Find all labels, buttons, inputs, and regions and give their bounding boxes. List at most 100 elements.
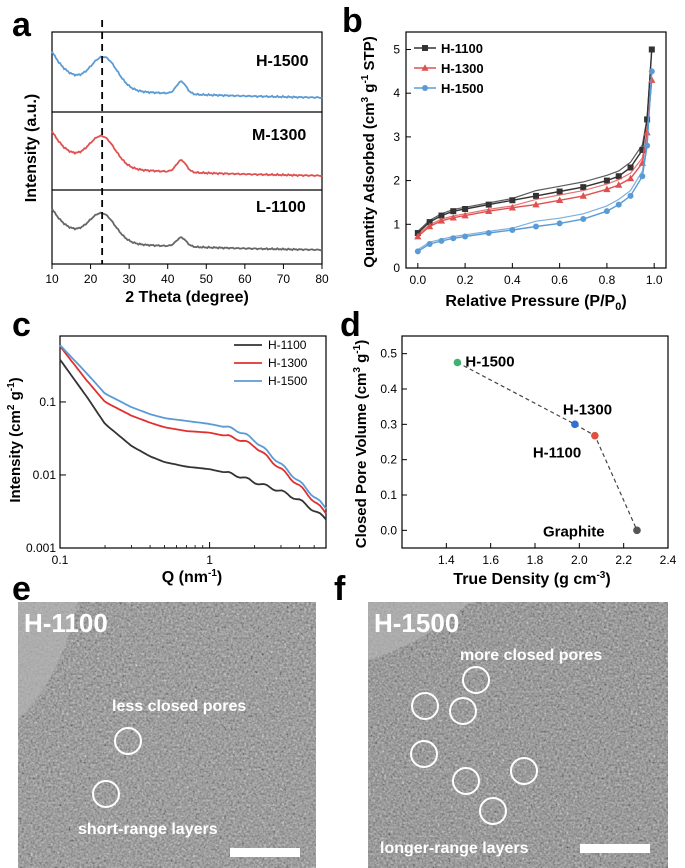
panel-c-ylabel: Intensity (cm2 g-1) xyxy=(6,377,24,502)
panel-d-xlabel: True Density (g cm-3) xyxy=(453,570,610,588)
isotherm-point xyxy=(579,192,587,199)
y-tick-label: 0 xyxy=(393,261,400,275)
isotherm-point xyxy=(643,128,651,136)
isotherm-point xyxy=(426,222,434,230)
legend-label: H-1300 xyxy=(441,61,484,76)
isotherm-point xyxy=(437,217,446,224)
micrograph-f-edge-region xyxy=(368,602,470,660)
scatter-label: H-1500 xyxy=(465,354,514,371)
xrd-line-m-1300 xyxy=(51,130,323,178)
isotherm-point xyxy=(556,220,563,227)
panel-letter-b: b xyxy=(342,2,363,40)
x-tick-label: 2.0 xyxy=(571,553,588,567)
scatter-point-h-1300 xyxy=(571,420,579,429)
y-tick-label: 0.0 xyxy=(380,523,397,537)
micrograph-e-title: H-1100 xyxy=(24,608,108,638)
pore-circle xyxy=(452,767,480,795)
y-tick-label: 0.4 xyxy=(380,382,397,396)
panel-c-ticks: 0.1 1 0.001 0.01 0.1 xyxy=(26,395,315,567)
x-tick-label: 80 xyxy=(315,272,329,286)
x-tick-label: 70 xyxy=(277,272,291,286)
x-tick-label: 0.0 xyxy=(409,273,426,287)
y-tick-label: 0.1 xyxy=(39,395,56,409)
isotherm-desorption-h-1100 xyxy=(417,47,653,232)
panel-d-points: H-1500 H-1300 H-1100 Graphite xyxy=(453,354,641,540)
scatter-point-h-1100 xyxy=(591,431,599,440)
isotherm-point xyxy=(644,116,651,123)
legend-marker xyxy=(421,64,429,71)
isotherm-point xyxy=(556,196,564,204)
x-tick-label: 40 xyxy=(161,272,175,286)
isotherm-point xyxy=(556,188,563,195)
panel-d-frame xyxy=(401,335,669,549)
x-tick-label: 1.8 xyxy=(527,553,544,567)
isotherm-point xyxy=(580,216,587,223)
x-tick-label: 2.4 xyxy=(660,553,677,567)
isotherm-point xyxy=(603,208,610,215)
pore-circle xyxy=(410,740,438,768)
pore-circle xyxy=(411,692,439,720)
isotherm-point xyxy=(639,173,646,180)
panel-b-legend: H-1100 H-1300 H-1500 xyxy=(414,41,484,96)
scatter-label: Graphite xyxy=(543,523,605,540)
isotherm-point xyxy=(450,235,457,242)
isotherm-point xyxy=(509,197,516,204)
scale-bar-e xyxy=(230,848,300,857)
panel-d-ticks: 1.4 1.6 1.8 2.0 2.2 2.4 0.0 0.1 0.2 0.3 0.4 0.5 xyxy=(380,347,676,567)
y-tick-label: 3 xyxy=(393,130,400,144)
isotherm-point xyxy=(532,200,540,208)
x-tick-label: 50 xyxy=(200,272,214,286)
isotherm-point xyxy=(485,207,493,214)
panel-letter-e: e xyxy=(12,570,31,608)
panel-d: d 1.4 1.6 1.8 2.0 2.2 2.4 0.0 0.1 0.2 0.3 0.4 0.5 H… xyxy=(340,306,677,588)
legend-label: H-1100 xyxy=(268,338,307,352)
y-tick-label: 0.2 xyxy=(380,453,397,467)
panel-c-series xyxy=(59,344,327,521)
y-tick-label: 0.5 xyxy=(380,347,397,361)
panel-e: e H-1100 less closed pores short-range l… xyxy=(12,570,316,868)
scatter-label: H-1100 xyxy=(533,445,581,462)
isotherm-point xyxy=(648,68,655,75)
scatter-point-graphite xyxy=(633,526,641,535)
xrd-line-h-1500 xyxy=(51,51,323,100)
pore-circle xyxy=(449,697,477,725)
legend-label: H-1500 xyxy=(441,81,484,96)
pore-circle xyxy=(510,757,538,785)
isotherm-point xyxy=(509,226,516,233)
isotherm-point xyxy=(648,46,655,53)
y-tick-label: 0.001 xyxy=(26,541,56,555)
isotherm-desorption-h-1500 xyxy=(417,69,653,251)
isotherm-point xyxy=(626,174,635,182)
legend-label: H-1100 xyxy=(441,41,483,56)
y-tick-label: 1 xyxy=(393,217,400,231)
panel-c-legend: H-1100 H-1300 H-1500 xyxy=(234,338,308,388)
x-tick-label: 1.4 xyxy=(438,553,455,567)
isotherm-point xyxy=(615,201,622,208)
x-tick-label: 1.0 xyxy=(646,273,663,287)
panel-letter-a: a xyxy=(12,6,32,44)
panel-a-ylabel: Intensity (a.u.) xyxy=(23,94,40,202)
isotherm-point xyxy=(615,181,623,188)
isotherm-point xyxy=(438,237,445,244)
connector-dashed-line xyxy=(457,361,638,531)
panel-letter-c: c xyxy=(12,306,31,344)
micrograph-f-title: H-1500 xyxy=(374,608,459,638)
micrograph-e-caption-bottom: short-range layers xyxy=(78,821,218,838)
y-tick-label: 0.01 xyxy=(33,468,57,482)
isotherm-adsorption-h-1500 xyxy=(417,71,653,252)
scale-bar-f xyxy=(580,844,650,853)
x-tick-label: 0.1 xyxy=(52,553,69,567)
isotherm-point xyxy=(627,164,634,171)
y-tick-label: 0.3 xyxy=(380,417,397,431)
x-tick-label: 0.2 xyxy=(457,273,474,287)
isotherm-adsorption-h-1100 xyxy=(417,49,653,234)
y-tick-label: 0.1 xyxy=(380,488,397,502)
pore-circle xyxy=(114,727,142,755)
panel-a-x-ticks: 10 20 30 40 50 60 70 80 xyxy=(45,264,329,286)
panel-a-label-h1500: H-1500 xyxy=(256,53,309,70)
micrograph-f-caption-top: more closed pores xyxy=(460,647,602,664)
panel-b-series xyxy=(414,46,656,255)
isotherm-point xyxy=(462,233,469,240)
micrograph-e xyxy=(18,602,316,868)
